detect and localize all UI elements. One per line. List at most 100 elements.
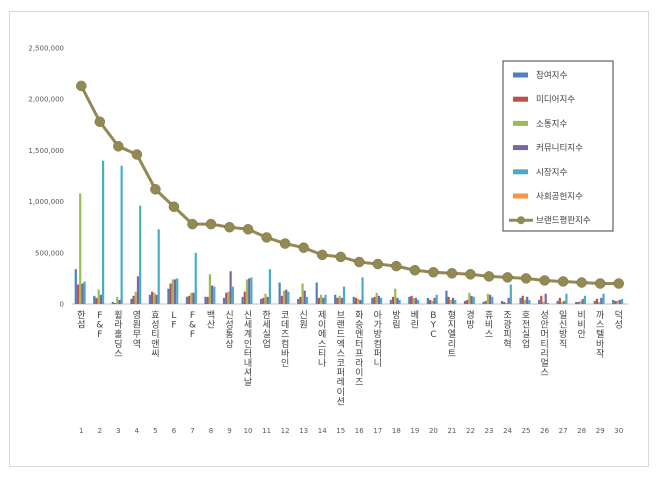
x-category-char: C [430,330,436,340]
bar [454,299,457,304]
bar [447,296,450,304]
bar [540,295,543,304]
x-category-char: 비 [485,320,493,331]
bar [373,296,376,304]
x-rank-label: 25 [522,427,531,435]
bar [618,299,621,304]
reputation-point [520,273,532,284]
reputation-point [150,184,161,195]
bar [614,300,617,304]
x-category-char: 즈 [355,378,363,388]
x-category-char: 티 [151,329,159,340]
x-category-char: 원 [300,320,308,331]
reputation-point [354,256,365,268]
x-category-char: 터 [355,339,363,350]
x-category-char: 일 [559,310,567,321]
bar [581,298,584,304]
x-rank-label: 14 [318,427,327,435]
x-category-char: 티 [540,339,548,350]
x-rank-label: 8 [209,427,213,435]
bar [171,279,174,304]
bar [595,298,598,304]
x-category-char: 이 [337,387,345,398]
bar [206,296,209,304]
bar [377,295,380,304]
x-category-char: L [171,311,176,321]
bar [285,289,288,304]
reputation-point [205,218,217,230]
bar [148,294,151,304]
x-category-char: 리 [540,348,548,359]
x-category-char: 성 [615,320,623,331]
bar [523,299,527,304]
bar [76,284,80,304]
reputation-point [279,238,291,249]
reputation-point [502,272,513,283]
x-category-char: 나 [318,358,326,369]
bar [301,283,304,304]
x-category-char: 상 [225,339,233,350]
x-category-char: 레 [337,377,345,388]
x-category-char: 앤 [151,339,159,350]
x-category-char: 퍼 [337,368,345,379]
x-category-char: 스 [596,320,604,331]
reputation-point [409,264,421,276]
bar [445,290,448,304]
x-category-char: 업 [262,339,270,350]
y-tick-label: 500,000 [35,249,64,257]
axes: 0 500,000 1,000,000 1,500,000 2,000,000 2,500… [28,45,628,309]
bar [528,299,531,304]
x-category-char: 에 [318,329,326,340]
x-category-char: 비 [578,310,586,321]
bar [484,300,487,304]
bar [113,302,117,304]
bar [320,294,323,304]
x-category-char: 스 [540,368,548,379]
reputation-point [76,80,87,92]
x-rank-label: 28 [577,427,586,435]
reputation-point [428,267,439,278]
brand-reputation-line [76,80,624,289]
x-category-char: 이 [318,320,326,331]
legend-swatch [513,145,528,151]
reputation-point [187,218,198,230]
bar [190,292,193,304]
x-category-char: 라 [114,320,123,331]
bar [173,279,177,304]
bar [577,301,580,304]
x-rank-label: 26 [540,427,549,435]
x-category-char: 신 [244,310,252,321]
x-category-char: 계 [244,328,252,340]
x-category-char: 휴 [485,310,493,321]
x-rank-label: 27 [559,427,568,435]
bar [357,298,360,304]
bar [563,300,566,304]
x-category-char: 안 [540,320,548,331]
x-rank-label: 7 [190,427,194,435]
bar [176,278,179,304]
x-category-char: 방 [374,329,382,340]
reputation-point [483,271,495,282]
bar [241,296,244,304]
bar [394,288,397,304]
bar [130,298,133,304]
bar [287,291,290,304]
x-category-char: 즈 [281,330,289,340]
x-category-char: 방 [466,320,474,331]
reputation-point [131,149,143,160]
bar [616,300,619,304]
bar [602,293,605,304]
bar [538,299,541,304]
bar [120,165,123,304]
bar [342,286,346,304]
